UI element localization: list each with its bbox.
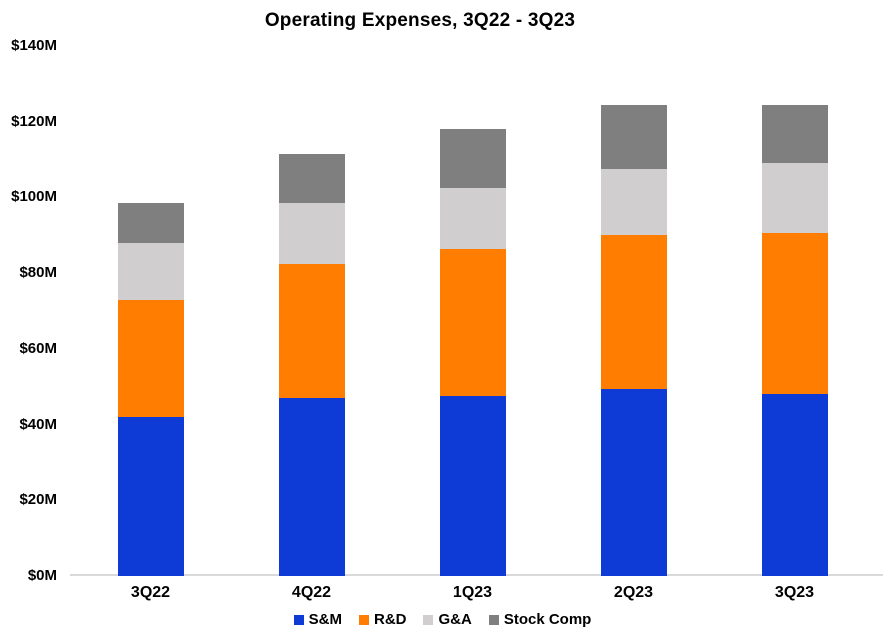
bar-3q23 [761, 46, 828, 576]
segment-r-d-3q23 [761, 233, 828, 395]
segment-r-d-3q22 [117, 299, 184, 417]
segment-stock-comp-4q22 [278, 153, 345, 204]
segment-stock-comp-3q23 [761, 104, 828, 164]
segment-s-m-3q22 [117, 417, 184, 576]
segment-stock-comp-2q23 [600, 104, 667, 170]
chart-title: Operating Expenses, 3Q22 - 3Q23 [264, 10, 576, 31]
segment-r-d-2q23 [600, 235, 667, 389]
segment-s-m-2q23 [600, 388, 667, 576]
x-axis-tick-label: 2Q23 [613, 584, 654, 601]
legend-item-g-a: G&A [423, 611, 472, 628]
segment-stock-comp-1q23 [439, 129, 506, 188]
x-axis-tick-label: 1Q23 [452, 584, 493, 601]
segment-g-a-1q23 [439, 187, 506, 249]
bar-4q22 [278, 46, 345, 576]
y-axis-tick-label: $60M [19, 339, 57, 357]
legend-swatch-stock-comp [488, 614, 499, 625]
x-axis-tick-label: 3Q23 [774, 584, 815, 601]
legend-label: S&M [308, 611, 342, 628]
bar-1q23 [439, 46, 506, 576]
segment-s-m-4q22 [278, 398, 345, 576]
segment-stock-comp-3q22 [117, 203, 184, 243]
x-axis-tick-label: 3Q22 [130, 584, 171, 601]
legend-item-s-m: S&M [293, 611, 342, 628]
y-axis-tick-label: $80M [19, 264, 57, 282]
segment-s-m-1q23 [439, 396, 506, 576]
y-axis-tick-label: $40M [19, 415, 57, 433]
bar-3q22 [117, 46, 184, 576]
segment-s-m-3q23 [761, 394, 828, 576]
segment-g-a-3q23 [761, 163, 828, 234]
x-axis-labels: 3Q22 4Q22 1Q23 2Q23 3Q23 [70, 583, 875, 605]
legend-swatch-r-d [358, 614, 369, 625]
segment-r-d-1q23 [439, 248, 506, 397]
y-axis-tick-label: $140M [11, 37, 57, 54]
y-axis-tick-label: $120M [11, 112, 57, 130]
segment-r-d-4q22 [278, 263, 345, 399]
y-axis-tick-label: $0M [27, 567, 57, 584]
segment-g-a-3q22 [117, 242, 184, 300]
legend-swatch-s-m [293, 614, 304, 625]
x-axis-tick-label: 4Q22 [291, 584, 332, 601]
legend-label: G&A [438, 611, 472, 628]
y-axis: $0M $20M $40M $60M $80M $100M $120M $140M [0, 0, 57, 643]
bar-2q23 [600, 46, 667, 576]
legend-swatch-g-a [423, 614, 434, 625]
y-axis-tick-label: $20M [19, 491, 57, 509]
segment-g-a-2q23 [600, 169, 667, 236]
plot-area [70, 46, 883, 576]
legend-item-stock-comp: Stock Comp [488, 611, 592, 628]
segment-g-a-4q22 [278, 203, 345, 264]
legend-item-r-d: R&D [358, 611, 407, 628]
y-axis-tick-label: $100M [11, 188, 57, 206]
legend: S&M R&D G&A Stock Comp [0, 611, 885, 628]
legend-label: R&D [373, 611, 407, 628]
legend-label: Stock Comp [503, 611, 592, 628]
